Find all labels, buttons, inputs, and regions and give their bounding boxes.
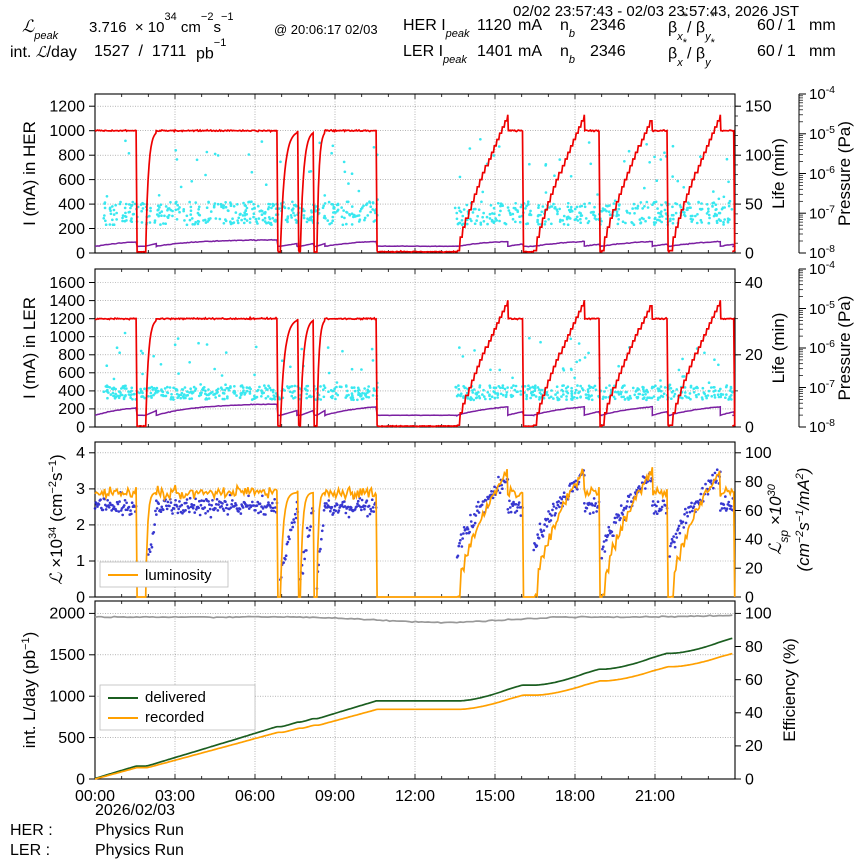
svg-text:600: 600 bbox=[58, 172, 85, 189]
svg-text:40: 40 bbox=[745, 532, 763, 549]
svg-text:20: 20 bbox=[745, 560, 763, 577]
svg-text:20: 20 bbox=[745, 347, 763, 364]
svg-text:100: 100 bbox=[745, 147, 772, 164]
svg-text:10-7: 10-7 bbox=[809, 378, 835, 397]
svg-text:Pressure (Pa): Pressure (Pa) bbox=[835, 296, 854, 401]
svg-text:I (mA) in HER: I (mA) in HER bbox=[20, 121, 39, 226]
svg-text:10-4: 10-4 bbox=[809, 259, 835, 278]
svg-text:1000: 1000 bbox=[49, 123, 85, 140]
svg-text:1400: 1400 bbox=[49, 293, 85, 310]
svg-text:500: 500 bbox=[58, 730, 85, 747]
svg-text:Efficiency (%): Efficiency (%) bbox=[780, 638, 799, 742]
svg-text:Life (min): Life (min) bbox=[769, 313, 788, 384]
svg-text:luminosity: luminosity bbox=[145, 567, 212, 584]
svg-text:I (mA) in LER: I (mA) in LER bbox=[20, 297, 39, 399]
svg-text:1200: 1200 bbox=[49, 99, 85, 116]
svg-text:18:00: 18:00 bbox=[555, 788, 595, 805]
svg-text:100: 100 bbox=[745, 445, 772, 462]
svg-text:1: 1 bbox=[76, 553, 85, 570]
svg-text:80: 80 bbox=[745, 474, 763, 491]
svg-text:600: 600 bbox=[58, 365, 85, 382]
svg-text:200: 200 bbox=[58, 401, 85, 418]
svg-text:20: 20 bbox=[745, 738, 763, 755]
svg-text:12:00: 12:00 bbox=[395, 788, 435, 805]
svg-text:(cm−2s−1/mA2): (cm−2s−1/mA2) bbox=[794, 468, 813, 572]
svg-text:10-8: 10-8 bbox=[809, 417, 835, 436]
svg-text:80: 80 bbox=[745, 639, 763, 656]
svg-text:100: 100 bbox=[745, 606, 772, 623]
svg-text:4: 4 bbox=[76, 445, 85, 462]
svg-text:0: 0 bbox=[76, 245, 85, 262]
svg-text:ℒ ×1034 (cm−2s−1): ℒ ×1034 (cm−2s−1) bbox=[47, 454, 66, 584]
svg-text:0: 0 bbox=[76, 771, 85, 788]
svg-text:200: 200 bbox=[58, 221, 85, 238]
svg-text:0: 0 bbox=[745, 771, 754, 788]
svg-text:0: 0 bbox=[745, 245, 754, 262]
svg-text:10-6: 10-6 bbox=[809, 338, 835, 357]
svg-text:0: 0 bbox=[745, 419, 754, 436]
svg-text:09:00: 09:00 bbox=[315, 788, 355, 805]
svg-text:00:00: 00:00 bbox=[75, 788, 115, 805]
svg-text:1000: 1000 bbox=[49, 329, 85, 346]
svg-text:400: 400 bbox=[58, 383, 85, 400]
svg-text:15:00: 15:00 bbox=[475, 788, 515, 805]
svg-text:10-7: 10-7 bbox=[809, 204, 835, 223]
svg-text:1000: 1000 bbox=[49, 689, 85, 706]
svg-text:40: 40 bbox=[745, 275, 763, 292]
svg-text:2: 2 bbox=[76, 517, 85, 534]
svg-text:delivered: delivered bbox=[145, 689, 206, 706]
svg-text:800: 800 bbox=[58, 347, 85, 364]
svg-text:Life (min): Life (min) bbox=[769, 138, 788, 209]
svg-text:10-5: 10-5 bbox=[809, 299, 835, 318]
svg-text:800: 800 bbox=[58, 147, 85, 164]
svg-text:recorded: recorded bbox=[145, 709, 204, 726]
svg-text:1200: 1200 bbox=[49, 311, 85, 328]
svg-text:0: 0 bbox=[76, 419, 85, 436]
svg-text:1500: 1500 bbox=[49, 647, 85, 664]
svg-text:0: 0 bbox=[76, 589, 85, 606]
svg-text:40: 40 bbox=[745, 705, 763, 722]
svg-text:1600: 1600 bbox=[49, 275, 85, 292]
svg-text:3: 3 bbox=[76, 481, 85, 498]
svg-text:10-5: 10-5 bbox=[809, 124, 835, 143]
svg-text:06:00: 06:00 bbox=[235, 788, 275, 805]
svg-text:50: 50 bbox=[745, 196, 763, 213]
svg-text:ℒsp ×1030: ℒsp ×1030 bbox=[766, 483, 791, 555]
svg-text:400: 400 bbox=[58, 196, 85, 213]
svg-text:60: 60 bbox=[745, 672, 763, 689]
svg-text:10-4: 10-4 bbox=[809, 84, 835, 103]
svg-text:60: 60 bbox=[745, 503, 763, 520]
svg-text:2000: 2000 bbox=[49, 606, 85, 623]
svg-text:0: 0 bbox=[745, 589, 754, 606]
svg-text:int. L/day (pb−1): int. L/day (pb−1) bbox=[20, 632, 39, 749]
svg-text:Pressure (Pa): Pressure (Pa) bbox=[835, 121, 854, 226]
svg-text:150: 150 bbox=[745, 99, 772, 116]
svg-text:10-6: 10-6 bbox=[809, 164, 835, 183]
svg-text:03:00: 03:00 bbox=[155, 788, 195, 805]
svg-text:21:00: 21:00 bbox=[635, 788, 675, 805]
